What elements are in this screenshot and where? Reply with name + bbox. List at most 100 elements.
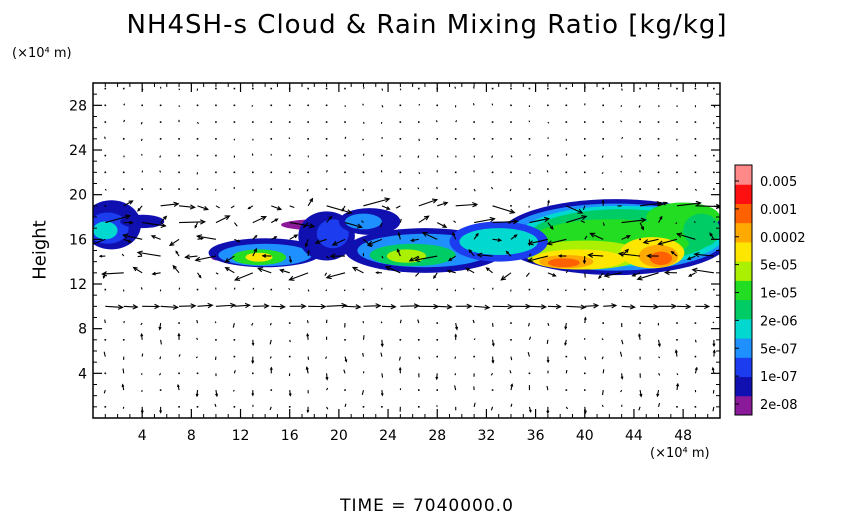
wind-vector — [307, 104, 309, 107]
wind-vector — [422, 232, 438, 240]
wind-vector — [270, 138, 273, 140]
wind-vector — [381, 406, 383, 408]
wind-vector-head — [384, 197, 391, 203]
wind-vector — [362, 171, 365, 174]
wind-vector — [196, 406, 199, 408]
wind-vector — [486, 267, 493, 274]
field-patch — [386, 249, 427, 263]
wind-vector — [178, 354, 181, 357]
colorbar-segment — [735, 165, 752, 185]
wind-vector — [289, 205, 295, 208]
wind-vector-head — [715, 203, 720, 210]
wind-vector — [510, 356, 513, 361]
wind-vector-head — [442, 223, 448, 228]
wind-vector — [381, 373, 384, 378]
wind-vector-head — [276, 206, 283, 211]
wind-vector — [676, 154, 678, 157]
x-tick-label: 36 — [527, 428, 545, 444]
wind-vector-head — [555, 303, 562, 310]
wind-vector — [528, 336, 532, 341]
wind-vector — [602, 390, 604, 396]
wind-vector — [583, 389, 586, 391]
wind-vector-head — [331, 240, 338, 246]
wind-vector — [307, 138, 309, 140]
wind-vector — [140, 287, 143, 290]
wind-vector — [675, 222, 678, 225]
wind-vector — [437, 305, 452, 308]
wind-vector — [528, 87, 531, 90]
wind-vector — [528, 253, 532, 257]
wind-vector — [121, 253, 125, 257]
wind-vector — [160, 339, 162, 345]
wind-vector — [658, 356, 661, 359]
wind-vector-head — [251, 393, 255, 397]
wind-vector-head — [413, 256, 421, 263]
wind-vector-head — [466, 303, 473, 309]
wind-vector-head — [269, 366, 273, 371]
wind-vector-head — [251, 342, 255, 347]
wind-vector-head — [300, 303, 307, 309]
wind-vector — [215, 104, 217, 107]
wind-vector-head — [160, 222, 167, 229]
wind-vector — [447, 270, 456, 274]
x-tick-label: 32 — [477, 428, 495, 444]
wind-vector — [252, 87, 254, 90]
wind-vector-head — [344, 359, 348, 363]
wind-vector-head — [491, 360, 495, 364]
wind-vector — [178, 154, 180, 157]
wind-vector-head — [224, 258, 230, 263]
colorbar-segment — [735, 395, 752, 416]
wind-vector — [159, 104, 162, 107]
colorbar-label: 1e-07 — [760, 370, 798, 385]
wind-vector — [361, 220, 364, 223]
wind-vector — [252, 372, 254, 375]
wind-vector — [160, 203, 179, 207]
y-axis-unit: (×10⁴ m) — [12, 46, 72, 61]
wind-vector — [583, 138, 586, 140]
wind-vector — [151, 235, 161, 240]
wind-vector-head — [233, 275, 241, 281]
wind-vector — [326, 387, 329, 391]
wind-vector — [270, 288, 273, 291]
y-tick-label: 12 — [69, 277, 87, 293]
wind-vector-head — [670, 250, 675, 255]
wind-vector — [93, 238, 106, 245]
wind-vector — [385, 266, 401, 274]
wind-vector — [102, 272, 124, 275]
colorbar-label: 2e-08 — [760, 398, 798, 413]
wind-vector — [713, 87, 715, 90]
wind-vector — [492, 220, 518, 224]
wind-vector — [621, 305, 635, 308]
wind-vector — [271, 205, 282, 210]
wind-vector-head — [194, 225, 198, 229]
wind-vector-head — [195, 234, 203, 240]
wind-vector — [400, 305, 419, 307]
wind-vector — [621, 339, 624, 345]
wind-vector-head — [279, 268, 285, 274]
wind-vector-head — [288, 393, 292, 397]
wind-vector-head — [309, 197, 314, 203]
x-tick-label: 4 — [138, 428, 147, 444]
wind-vector — [620, 170, 623, 173]
wind-vector — [584, 235, 588, 240]
wind-vector-head — [611, 303, 618, 309]
wind-vector-head — [629, 304, 636, 310]
wind-vector — [565, 121, 568, 123]
wind-vector — [546, 339, 549, 344]
wind-vector — [546, 170, 549, 173]
wind-vector — [233, 406, 236, 408]
wind-vector — [658, 202, 667, 207]
wind-vector — [643, 238, 659, 244]
wind-vector — [178, 188, 180, 190]
wind-vector — [411, 238, 419, 242]
wind-vector — [104, 288, 107, 291]
wind-vector — [528, 255, 549, 262]
x-tick-label: 16 — [281, 428, 299, 444]
wind-vector — [417, 319, 420, 324]
wind-vector-head — [128, 200, 134, 205]
wind-vector — [590, 232, 604, 240]
wind-vector — [454, 138, 457, 140]
x-tick-label: 20 — [330, 428, 348, 444]
wind-vector — [141, 353, 144, 357]
wind-vector — [195, 356, 198, 359]
